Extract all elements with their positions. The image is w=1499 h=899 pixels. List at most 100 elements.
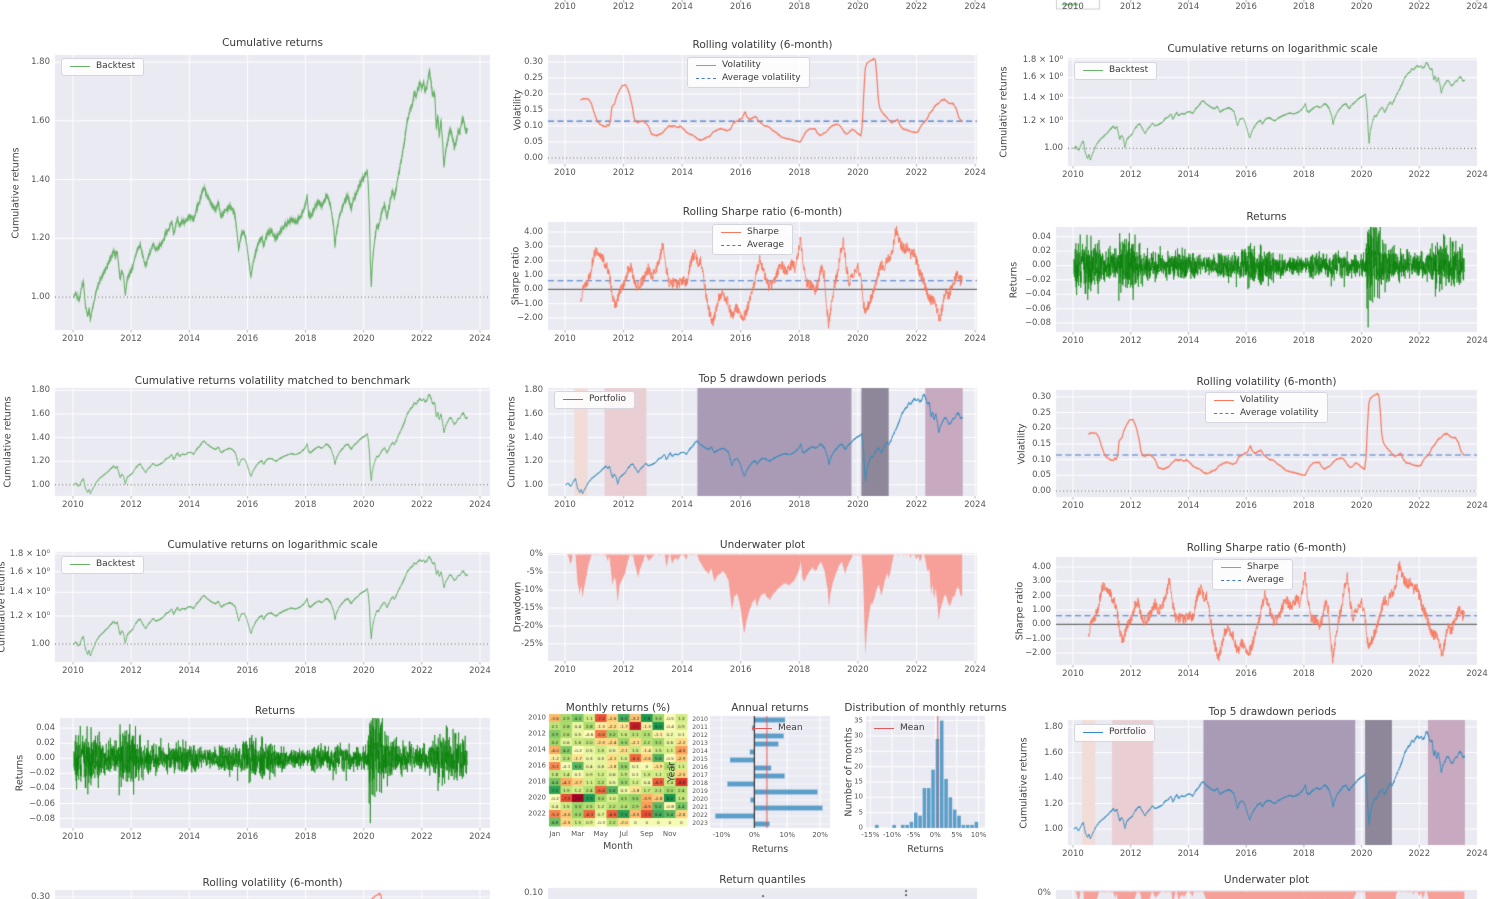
cumulative-returns-main-ytick: 1.80 — [31, 56, 50, 67]
rolling-sharpe-right-xtick: 2014 — [1177, 668, 1200, 679]
monthly-distribution-ytick: 30 — [854, 731, 863, 740]
rolling-sharpe-mid-ytick: 3.00 — [524, 241, 543, 252]
right-top-axis-xtick: 2024 — [1466, 2, 1488, 12]
rolling-volatility-right-ylabel: Volatility — [1016, 422, 1028, 465]
drawdown-periods-mid-title: Top 5 drawdown periods — [698, 373, 827, 385]
drawdown-periods-mid-ytick: 1.80 — [524, 385, 543, 396]
returns-right-ylabel: Returns — [1008, 261, 1020, 298]
rolling-sharpe-right-ytick: −2.00 — [1024, 647, 1051, 658]
drawdown-periods-right-xtick: 2012 — [1119, 848, 1142, 859]
monthly-distribution-xtick: 10% — [970, 831, 987, 839]
cumulative-vol-matched-xtick: 2022 — [411, 499, 433, 510]
log-cumulative-left-legend-item: Backtest — [70, 559, 135, 570]
log-cumulative-right-xtick: 2024 — [1466, 169, 1488, 180]
cumulative-returns-main-ytick: 1.40 — [31, 174, 50, 185]
returns-right-xtick: 2012 — [1119, 335, 1142, 346]
legend-label: Average volatility — [1240, 407, 1319, 418]
drawdown-periods-mid-xtick: 2014 — [671, 499, 693, 510]
drawdown-periods-mid-ytick: 1.40 — [524, 432, 543, 443]
rolling-sharpe-right-ytick: 2.00 — [1032, 590, 1051, 601]
log-cumulative-right-ytick: 1.8 × 10⁰ — [1022, 54, 1063, 65]
monthly-distribution-legend-item: Mean — [874, 723, 925, 734]
log-cumulative-left-xtick: 2020 — [352, 665, 375, 676]
annual-returns-year-label: 2022 — [692, 811, 708, 819]
monthly-distribution-ytick: 25 — [854, 746, 863, 755]
log-cumulative-right-xtick: 2012 — [1119, 169, 1142, 180]
cumulative-returns-main-xtick: 2024 — [469, 333, 491, 344]
drawdown-periods-mid-ylabel: Cumulative returns — [506, 396, 518, 488]
log-cumulative-left-xtick: 2010 — [62, 665, 84, 676]
mid-top-axis-xtick: 2020 — [847, 2, 869, 12]
returns-right-ytick: −0.04 — [1024, 288, 1051, 299]
legend-label: Backtest — [96, 61, 136, 71]
mid-top-axis-xtick: 2014 — [671, 2, 693, 12]
monthly-returns-heatmap-month-label: May — [593, 830, 608, 838]
log-cumulative-right-xtick: 2018 — [1293, 169, 1315, 180]
drawdown-periods-mid-xtick: 2010 — [554, 499, 576, 510]
cumulative-vol-matched-ytick: 1.20 — [31, 455, 50, 466]
annual-returns-xlabel: Returns — [751, 844, 789, 855]
rolling-sharpe-mid-xtick: 2022 — [905, 333, 928, 344]
mid-top-axis-xtick: 2010 — [554, 2, 576, 12]
rolling-volatility-left-partial-ytick: 0.30 — [31, 891, 50, 899]
log-cumulative-left-xtick: 2016 — [236, 665, 259, 676]
rolling-sharpe-right-xtick: 2022 — [1408, 668, 1431, 679]
cumulative-returns-main-legend-item: Backtest — [70, 61, 136, 72]
annual-returns-year-label: 2017 — [692, 771, 708, 779]
rolling-sharpe-mid-xtick: 2014 — [671, 333, 693, 344]
returns-left-xtick: 2010 — [62, 831, 84, 842]
cumulative-vol-matched-ytick: 1.80 — [31, 385, 50, 396]
log-cumulative-right-legend-item: Backtest — [1083, 65, 1148, 76]
solid-line-swatch-icon — [1083, 70, 1103, 72]
annual-returns-year-label: 2020 — [692, 795, 708, 803]
returns-left-ytick: −0.06 — [28, 798, 55, 809]
drawdown-periods-mid-xtick: 2022 — [905, 499, 928, 510]
monthly-distribution-legend: Mean — [874, 722, 925, 736]
drawdown-periods-right-legend-item: Portfolio — [1083, 727, 1146, 738]
log-cumulative-right-ylabel: Cumulative returns — [998, 66, 1010, 158]
dashed-line-swatch-icon — [721, 245, 741, 247]
return-quantiles-partial-title: Return quantiles — [719, 874, 806, 886]
cumulative-returns-main-legend: Backtest — [61, 58, 145, 76]
log-cumulative-left-ylabel: Cumulative returns — [0, 561, 8, 653]
rolling-sharpe-right-ytick: 0.00 — [1032, 619, 1051, 630]
rolling-sharpe-right-legend-item: Sharpe — [1221, 562, 1284, 573]
rolling-volatility-mid-xtick: 2010 — [554, 167, 576, 178]
cumulative-returns-main-xtick: 2020 — [352, 333, 375, 344]
monthly-returns-heatmap-year-label: 2020 — [528, 793, 546, 802]
returns-right-xtick: 2020 — [1350, 335, 1373, 346]
solid-line-swatch-icon — [752, 728, 772, 730]
monthly-distribution-xtick: 0% — [929, 831, 941, 839]
cumulative-vol-matched-title: Cumulative returns volatility matched to… — [134, 375, 411, 387]
monthly-distribution-ytick: 35 — [854, 716, 863, 725]
cumulative-vol-matched-xtick: 2016 — [236, 499, 259, 510]
drawdown-periods-mid-xtick: 2018 — [788, 499, 811, 510]
underwater-mid-ytick: -15% — [521, 602, 543, 613]
drawdown-periods-right-legend: Portfolio — [1074, 724, 1156, 742]
underwater-mid-xtick: 2018 — [788, 664, 811, 675]
underwater-mid-title: Underwater plot — [719, 539, 806, 551]
monthly-distribution-ylabel: Number of months — [843, 727, 855, 817]
returns-right-ytick: 0.02 — [1032, 245, 1051, 256]
annual-returns-year-label: 2016 — [692, 763, 708, 771]
returns-left-ytick: 0.04 — [36, 722, 55, 733]
rolling-sharpe-right-legend: Sharpe Average — [1212, 559, 1293, 590]
log-cumulative-right-ytick: 1.2 × 10⁰ — [1022, 115, 1063, 126]
cumulative-returns-main-xtick: 2016 — [236, 333, 259, 344]
monthly-distribution-xtick: -15% — [861, 831, 880, 839]
rolling-volatility-right-xtick: 2018 — [1293, 500, 1315, 511]
annual-returns-xtick: -10% — [712, 831, 731, 839]
returns-right-xtick: 2014 — [1177, 335, 1200, 346]
annual-returns-year-label: 2014 — [692, 747, 708, 755]
monthly-returns-heatmap-year-label: 2012 — [528, 729, 546, 738]
underwater-mid-xtick: 2010 — [554, 664, 576, 675]
rolling-volatility-mid-legend-item: Volatility — [696, 60, 801, 71]
annual-returns-legend: Mean — [752, 722, 803, 736]
underwater-mid-xtick: 2020 — [847, 664, 869, 675]
drawdown-periods-mid-legend: Portfolio — [554, 391, 636, 409]
monthly-returns-heatmap-year-label: 2016 — [528, 761, 546, 770]
log-cumulative-left-ytick: 1.00 — [31, 638, 50, 649]
rolling-sharpe-mid-xtick: 2024 — [964, 333, 986, 344]
returns-right-xtick: 2018 — [1293, 335, 1315, 346]
drawdown-periods-right-xtick: 2018 — [1293, 848, 1315, 859]
